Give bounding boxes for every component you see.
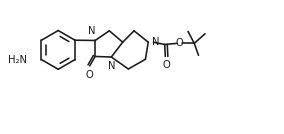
- Text: N: N: [152, 37, 160, 47]
- Text: N: N: [108, 61, 115, 71]
- Text: O: O: [85, 70, 93, 80]
- Text: O: O: [163, 60, 171, 70]
- Text: O: O: [176, 38, 183, 48]
- Text: H₂N: H₂N: [8, 55, 27, 65]
- Text: N: N: [88, 26, 95, 36]
